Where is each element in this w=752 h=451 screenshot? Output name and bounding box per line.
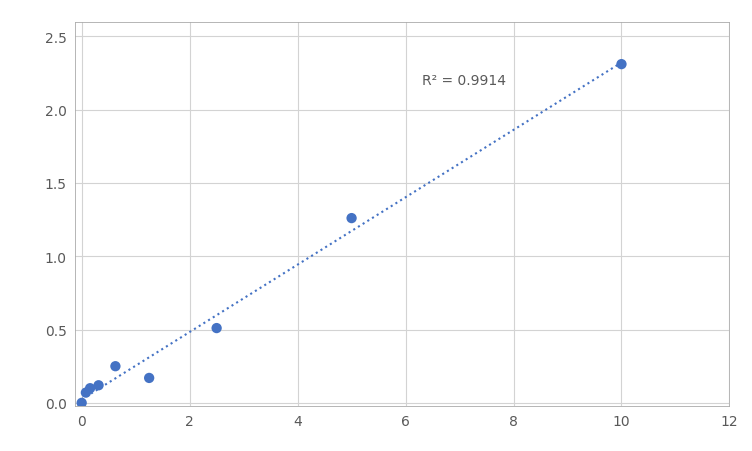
Point bbox=[615, 61, 627, 69]
Text: R² = 0.9914: R² = 0.9914 bbox=[422, 74, 506, 88]
Point bbox=[84, 385, 96, 392]
Point bbox=[143, 374, 155, 382]
Point bbox=[346, 215, 358, 222]
Point bbox=[109, 363, 121, 370]
Point bbox=[211, 325, 223, 332]
Point bbox=[80, 389, 92, 396]
Point bbox=[92, 382, 105, 389]
Point bbox=[76, 400, 88, 407]
